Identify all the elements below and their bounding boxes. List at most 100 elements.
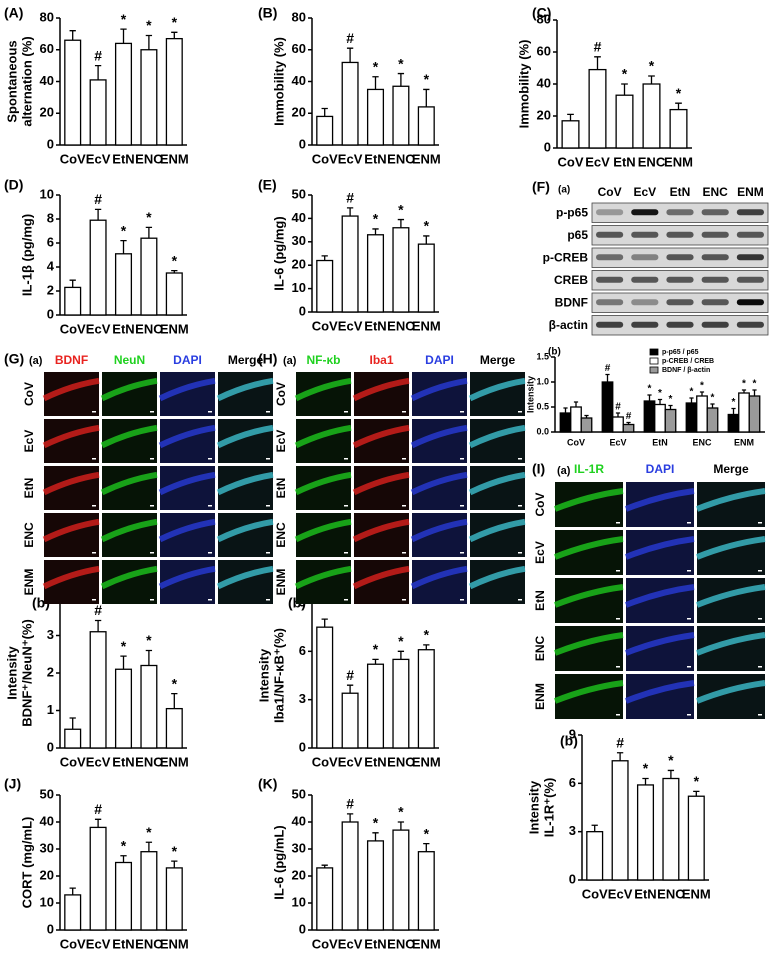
error-bar [372,832,379,841]
bar [392,227,410,313]
scale-bar [150,599,154,601]
error-bar [69,717,76,730]
x-tick-label: ENM [664,154,693,169]
micrograph-band [352,377,410,402]
micrograph-band [294,565,352,590]
x-tick-label: CoV [60,936,86,951]
error-bar [699,391,705,396]
x-tick-label: ENC [135,321,163,336]
bar [366,234,385,313]
panel-label: (H) [258,351,277,367]
micrograph-band [100,518,158,543]
error-bar [321,618,328,628]
blot-band [596,254,624,261]
significance-marker: * [669,394,673,405]
micrograph-band [352,471,410,496]
bar [89,826,107,931]
bar [643,400,656,433]
error-bar [397,821,405,831]
bar [366,840,385,931]
y-tick-label: 6 [569,775,576,790]
blot-band [631,276,659,283]
error-bar [346,47,354,63]
panel-label: (D) [4,177,23,193]
y-axis-label: IL-6 (pg/mg) [271,216,286,290]
error-bar [752,389,757,396]
bar [366,88,385,146]
bar [696,395,708,433]
significance-marker: * [676,85,682,101]
y-tick-label: 30 [292,233,306,248]
blot-band [701,276,729,283]
bar [341,692,359,749]
micrograph-band [695,488,766,512]
micrograph-band [695,680,766,704]
blot-band [701,254,729,261]
error-bar [397,650,405,660]
x-tick-label: ENC [135,754,163,769]
bar [580,417,593,433]
x-tick-label: CoV [582,886,608,901]
blot-row-label: p-p65 [556,205,588,219]
row-label: EcV [533,541,547,564]
row-label: ENC [22,522,36,548]
micrograph-band [624,488,695,512]
micrograph-band [468,565,526,590]
y-tick-label: 0 [299,136,306,151]
blot-band [596,299,624,306]
y-tick-label: 3 [299,691,306,706]
bar [662,777,680,881]
bar [727,413,740,433]
scale-bar [92,505,96,507]
micrograph-band [553,584,624,608]
y-tick-label: 30 [292,840,306,855]
micrograph-band [410,424,468,449]
error-bar [69,887,76,895]
micrograph-band [410,518,468,543]
bar [316,259,334,313]
x-tick-label: EcV [86,754,111,769]
scale-bar [402,458,406,460]
y-tick-label: 10 [40,186,54,201]
micrograph-band [216,565,274,590]
scale-bar [758,618,762,620]
row-label: ENM [22,569,36,596]
significance-marker: * [373,211,379,227]
scale-bar [616,666,620,668]
significance-marker: * [398,804,404,820]
row-label: EtN [274,478,288,499]
error-bar [615,412,621,417]
y-tick-label: 0 [299,303,306,318]
bar [612,416,624,433]
micrograph-band [553,680,624,704]
bar [559,412,572,433]
scale-bar [344,411,348,413]
row-label: EtN [533,590,547,611]
error-bar [120,855,127,863]
y-tick-label: 6 [299,643,306,658]
bar [636,784,655,881]
x-tick-label: EcV [338,318,363,333]
x-tick-label: ENM [412,754,441,769]
scale-bar [208,505,212,507]
micrograph-band [42,471,100,496]
significance-marker: # [626,411,632,422]
x-tick-label: CoV [312,318,338,333]
x-tick-label: ENM [682,886,711,901]
lane-label: ENM [737,185,764,199]
y-tick-label: 20 [537,107,551,122]
error-bar [626,421,631,425]
y-tick-label: 80 [292,9,306,24]
micrograph-band [624,680,695,704]
significance-marker: # [94,47,102,63]
significance-marker: * [668,752,674,768]
scale-bar [266,458,270,460]
scale-bar [758,714,762,716]
bar [654,403,666,433]
error-bar [69,30,76,41]
row-label: ENC [274,522,288,548]
x-tick-label: EtN [112,754,134,769]
significance-marker: # [346,796,354,812]
legend-label: BDNF / β-actin [662,367,710,374]
